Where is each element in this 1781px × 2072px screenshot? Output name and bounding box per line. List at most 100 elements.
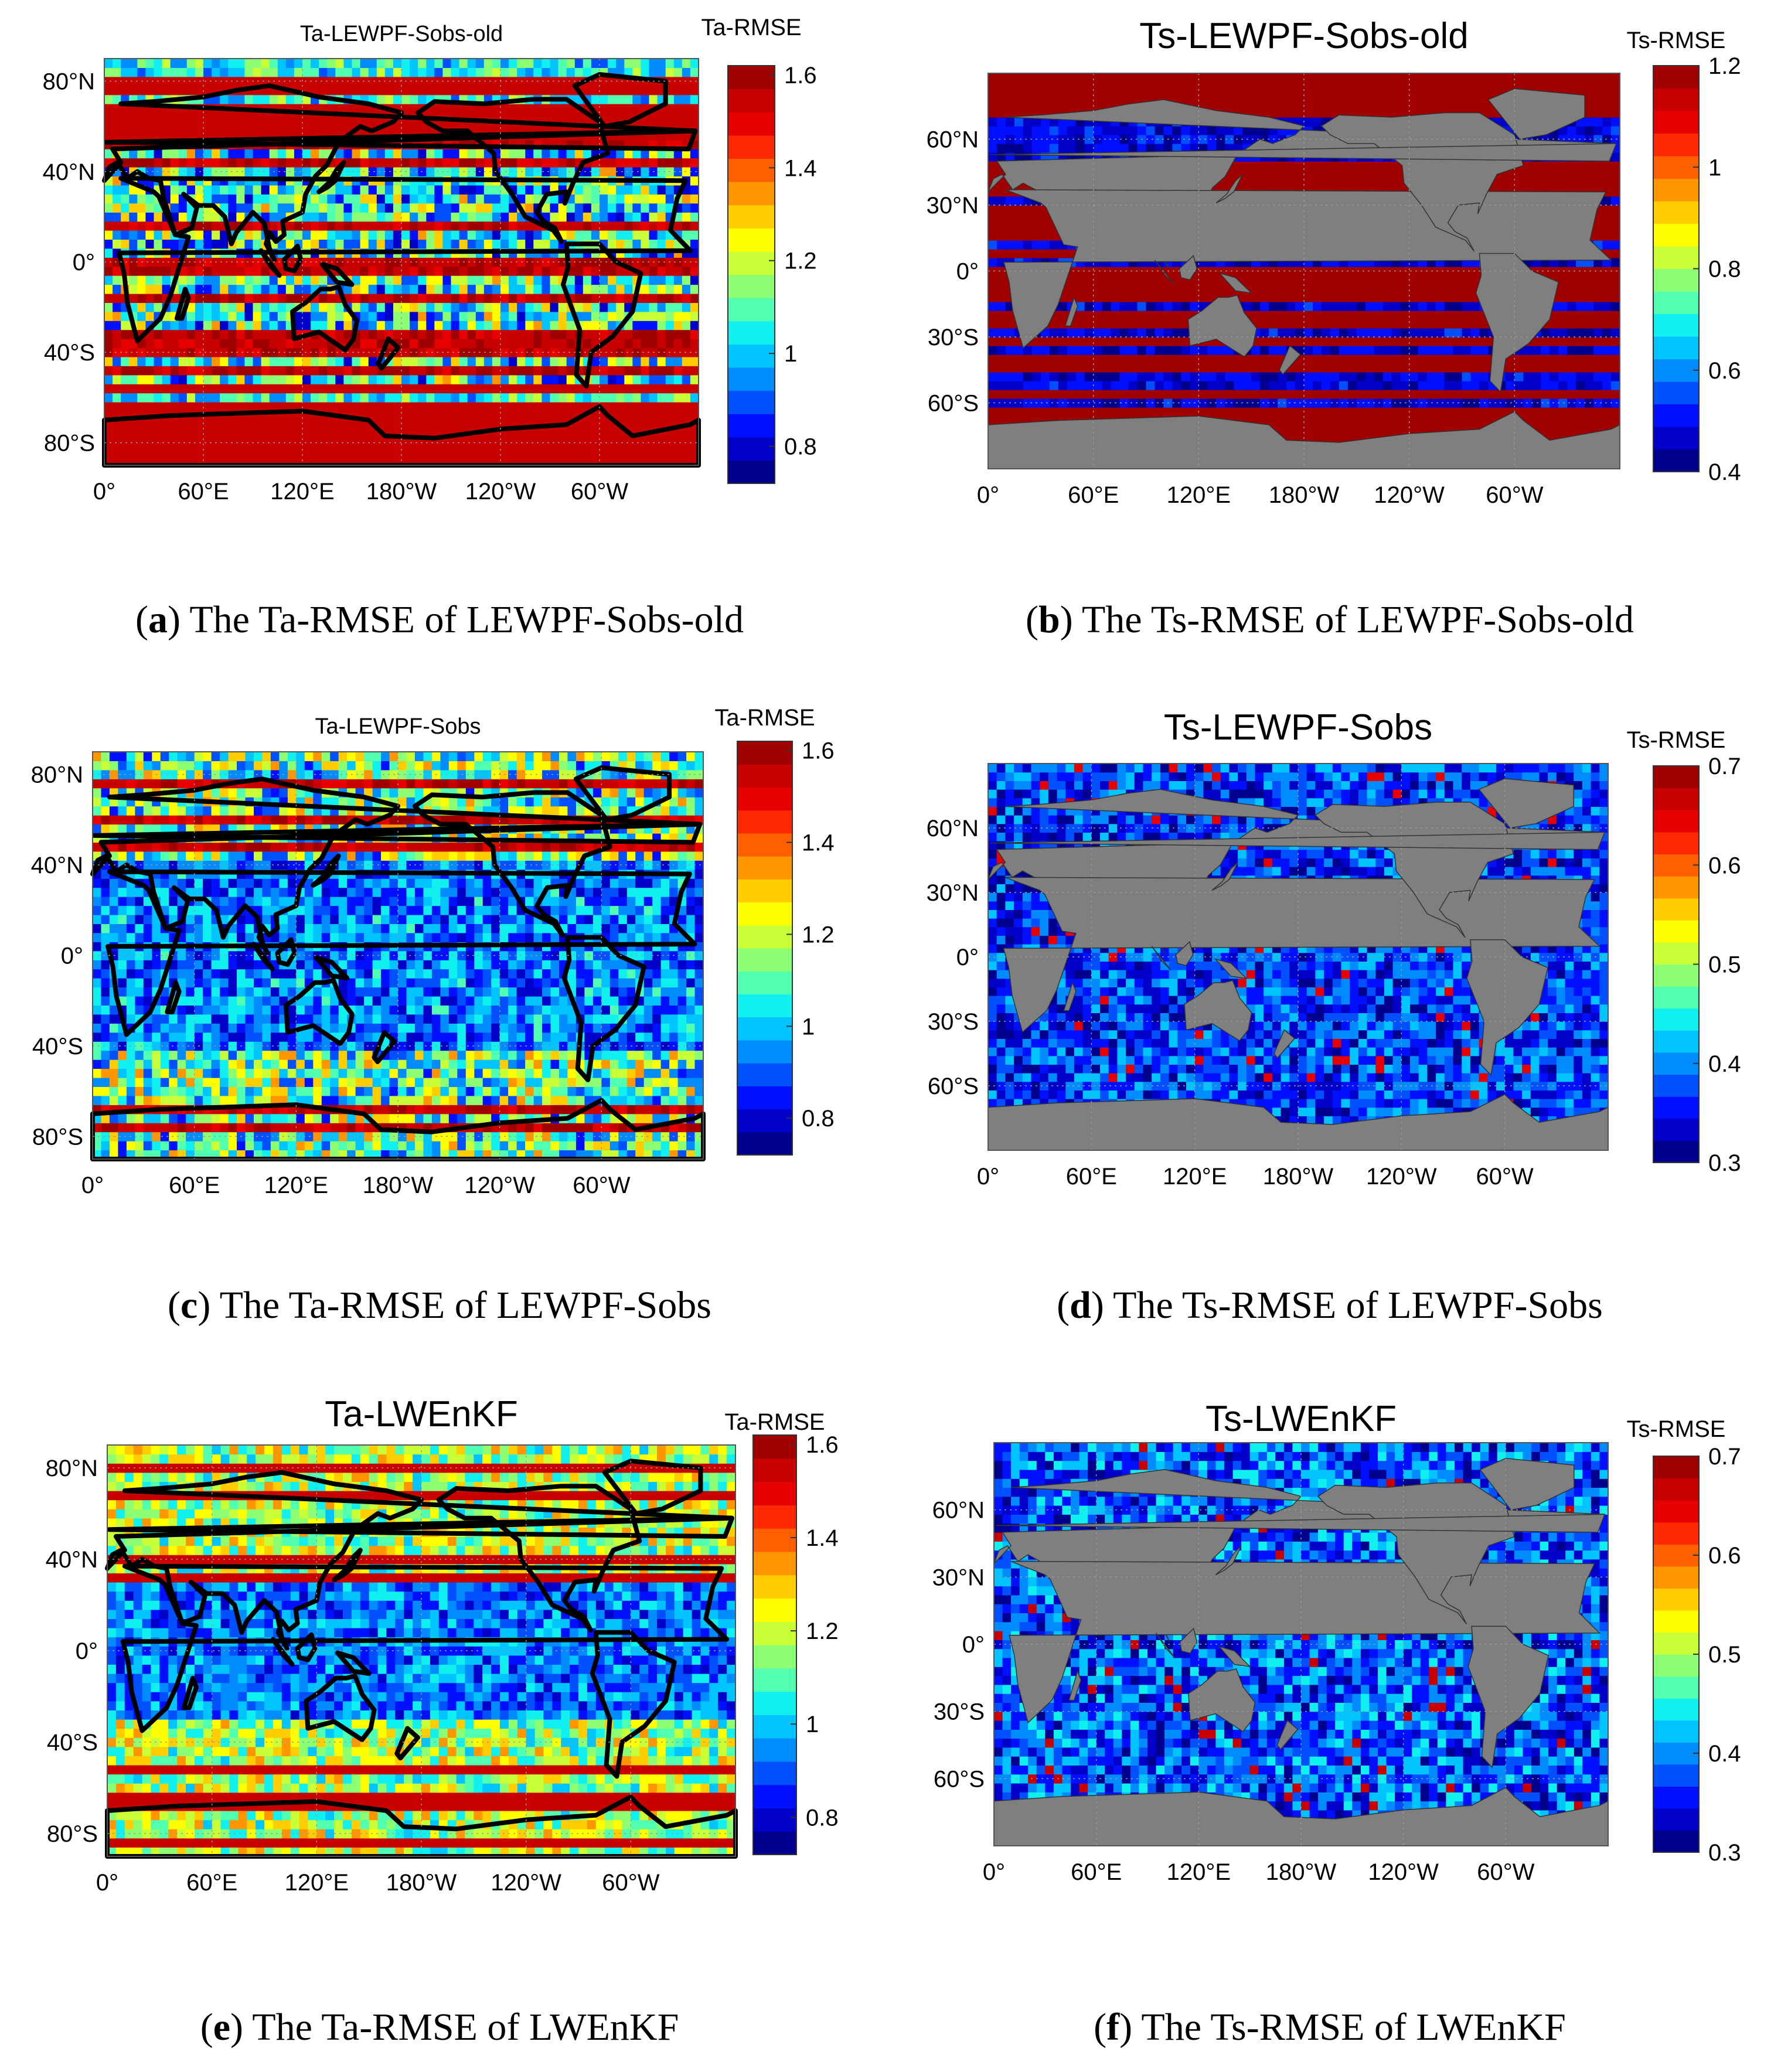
heatmap-cell bbox=[665, 366, 675, 376]
heatmap-cell bbox=[1611, 275, 1620, 285]
heatmap-cell bbox=[1462, 390, 1472, 399]
heatmap-cell bbox=[591, 185, 600, 195]
heatmap-cell bbox=[649, 185, 658, 195]
heatmap-cell bbox=[302, 266, 311, 276]
heatmap-cell bbox=[1585, 302, 1594, 311]
heatmap-cell bbox=[410, 257, 418, 267]
heatmap-cell bbox=[186, 339, 196, 349]
heatmap-cell bbox=[195, 194, 204, 204]
heatmap-cell bbox=[451, 149, 460, 159]
heatmap-cell bbox=[368, 356, 377, 366]
heatmap-cell bbox=[121, 366, 130, 376]
heatmap-cell bbox=[418, 149, 427, 159]
heatmap-cell bbox=[269, 294, 278, 303]
heatmap-cell bbox=[236, 167, 245, 177]
heatmap-cell bbox=[285, 366, 295, 376]
heatmap-cell bbox=[988, 328, 997, 338]
heatmap-cell bbox=[1058, 372, 1068, 381]
heatmap-cell bbox=[1365, 363, 1375, 373]
heatmap-cell bbox=[311, 347, 319, 357]
heatmap-cell bbox=[632, 366, 641, 376]
heatmap-cell bbox=[302, 447, 311, 457]
heatmap-cell bbox=[1023, 363, 1033, 373]
heatmap-cell bbox=[1181, 302, 1190, 311]
heatmap-cell bbox=[410, 438, 418, 448]
heatmap-cell bbox=[319, 366, 328, 376]
heatmap-cell bbox=[376, 59, 386, 68]
heatmap-cell bbox=[195, 447, 204, 457]
heatmap-cell bbox=[162, 239, 171, 249]
heatmap-cell bbox=[352, 294, 361, 303]
heatmap-cell bbox=[277, 366, 287, 376]
heatmap-cell bbox=[649, 284, 658, 294]
heatmap-cell bbox=[533, 59, 542, 68]
heatmap-cell bbox=[1400, 284, 1410, 294]
heatmap-cell bbox=[162, 339, 171, 349]
heatmap-cell bbox=[1409, 346, 1419, 355]
heatmap-cell bbox=[583, 393, 592, 403]
heatmap-cell bbox=[178, 447, 188, 457]
heatmap-cell bbox=[1365, 311, 1375, 320]
heatmap-cell bbox=[203, 113, 212, 122]
heatmap-cell bbox=[459, 203, 468, 213]
heatmap-cell bbox=[517, 447, 526, 457]
heatmap-cell bbox=[566, 356, 575, 366]
heatmap-cell bbox=[236, 275, 245, 285]
colorbar-title: Ta-RMSE bbox=[701, 15, 801, 40]
heatmap-cell bbox=[368, 59, 377, 68]
heatmap-cell bbox=[302, 311, 311, 321]
heatmap-cell bbox=[343, 266, 353, 276]
heatmap-cell bbox=[1321, 355, 1331, 364]
heatmap-cell bbox=[1602, 311, 1612, 320]
heatmap-cell bbox=[186, 374, 196, 384]
heatmap-cell bbox=[294, 149, 303, 159]
heatmap-cell bbox=[220, 393, 229, 403]
heatmap-cell bbox=[285, 447, 295, 457]
heatmap-cell bbox=[1576, 293, 1585, 302]
heatmap-cell bbox=[195, 311, 204, 321]
heatmap-cell bbox=[302, 212, 311, 222]
heatmap-cell bbox=[574, 447, 584, 457]
heatmap-cell bbox=[104, 321, 113, 330]
heatmap-cell bbox=[1137, 372, 1147, 381]
heatmap-cell bbox=[542, 329, 551, 339]
heatmap-cell bbox=[1391, 425, 1401, 434]
heatmap-cell bbox=[1067, 407, 1077, 417]
heatmap-cell bbox=[393, 86, 402, 96]
heatmap-cell bbox=[319, 76, 328, 86]
heatmap-cell bbox=[426, 76, 435, 86]
heatmap-cell bbox=[550, 266, 559, 276]
heatmap-cell bbox=[277, 447, 287, 457]
heatmap-cell bbox=[1023, 372, 1033, 381]
heatmap-cell bbox=[203, 158, 212, 168]
heatmap-cell bbox=[228, 302, 237, 312]
heatmap-cell bbox=[335, 67, 344, 77]
heatmap-cell bbox=[1558, 267, 1568, 276]
heatmap-cell bbox=[1058, 337, 1068, 346]
heatmap-cell bbox=[1067, 390, 1077, 399]
heatmap-cell bbox=[1541, 328, 1550, 338]
heatmap-cell bbox=[1585, 346, 1594, 355]
heatmap-cell bbox=[1339, 425, 1348, 434]
heatmap-cell bbox=[483, 420, 493, 430]
heatmap-cell bbox=[212, 321, 220, 330]
heatmap-cell bbox=[1111, 337, 1121, 346]
heatmap-cell bbox=[294, 113, 303, 122]
heatmap-cell bbox=[137, 59, 146, 68]
heatmap-cell bbox=[1190, 381, 1199, 390]
heatmap-cell bbox=[657, 438, 666, 448]
heatmap-cell bbox=[368, 302, 377, 312]
heatmap-cell bbox=[121, 230, 130, 240]
heatmap-cell bbox=[1137, 302, 1147, 311]
colorbar-level bbox=[728, 298, 775, 322]
heatmap-cell bbox=[186, 149, 196, 159]
heatmap-cell bbox=[228, 321, 237, 330]
heatmap-cell bbox=[261, 113, 270, 122]
heatmap-cell bbox=[1225, 390, 1234, 399]
heatmap-cell bbox=[121, 356, 130, 366]
heatmap-cell bbox=[410, 167, 418, 177]
heatmap-cell bbox=[384, 374, 394, 384]
heatmap-cell bbox=[550, 329, 559, 339]
heatmap-cell bbox=[467, 230, 476, 240]
heatmap-cell bbox=[591, 212, 600, 222]
